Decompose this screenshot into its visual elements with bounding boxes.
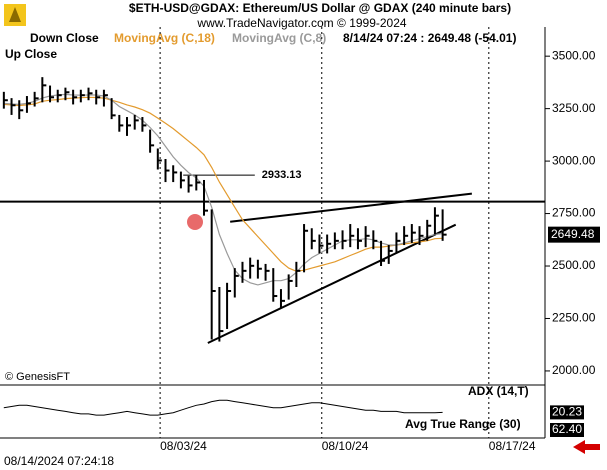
last-value-box [548, 226, 600, 243]
moving-average [3, 93, 443, 286]
legend-ma18: MovingAvg (C,18) [114, 31, 215, 45]
footer: 08/14/2024 07:24:18 [4, 454, 114, 468]
last-value: 2649.48 [551, 227, 595, 241]
y-tick-label: 3250.00 [552, 101, 596, 115]
legend-up-close: Up Close [5, 47, 57, 61]
chart-subtitle: www.TradeNavigator.com © 1999-2024 [196, 16, 406, 30]
y-tick-label: 2250.00 [552, 311, 596, 325]
alert-dot [187, 214, 203, 230]
y-tick-label: 3500.00 [552, 48, 596, 62]
level-label: 2933.13 [262, 169, 302, 181]
legend-down-close: Down Close [30, 31, 99, 45]
adx-title: ADX (14,T) [468, 384, 529, 398]
legend-ma8: MovingAvg (C,8) [232, 31, 326, 45]
atr-value-box [550, 423, 584, 437]
y-tick-label: 2500.00 [552, 258, 596, 272]
y-tick-label: 2000.00 [552, 363, 596, 377]
adx-value: 20.23 [552, 405, 582, 419]
atr-value: 62.40 [552, 422, 582, 436]
adx-line [3, 399, 443, 416]
trend-line [207, 223, 457, 344]
status: 8/14/24 07:24 : 2649.48 (-54.01) [343, 31, 516, 45]
y-tick-label: 2750.00 [552, 206, 596, 220]
x-tick-label: 08/17/24 [489, 439, 536, 453]
y-tick-label: 3000.00 [552, 153, 596, 167]
trend-line [230, 192, 472, 223]
x-tick-label: 08/03/24 [160, 439, 207, 453]
watermark: © GenesisFT [5, 371, 70, 383]
arrow-icon [573, 440, 600, 454]
atr-title: Avg True Range (30) [405, 417, 521, 431]
x-tick-label: 08/10/24 [322, 439, 369, 453]
logo [4, 4, 26, 26]
logo-mark [9, 7, 21, 22]
chart-title: $ETH-USD@GDAX: Ethereum/US Dollar @ GDAX… [129, 1, 511, 15]
adx-value-box [550, 405, 584, 420]
